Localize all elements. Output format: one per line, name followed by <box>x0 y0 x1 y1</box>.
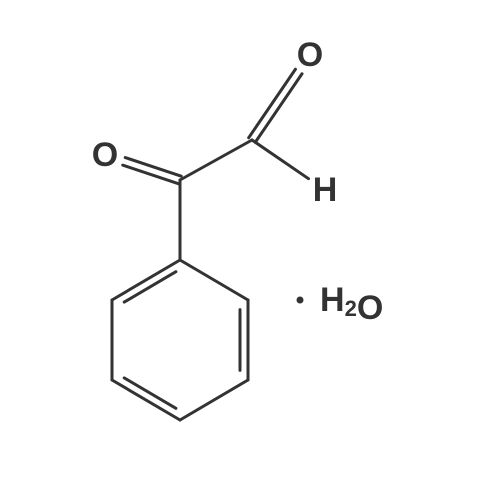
bond <box>180 140 252 180</box>
bond <box>255 74 302 142</box>
bond <box>180 380 248 420</box>
bond <box>180 260 248 300</box>
atom-label-o: O <box>92 136 118 174</box>
hydrate-formula: H2O <box>320 281 383 327</box>
bond <box>252 140 308 179</box>
atom-label-h: H <box>313 171 338 209</box>
bond <box>112 380 180 420</box>
hydrate-dot <box>297 297 304 304</box>
bond <box>249 69 296 137</box>
molecule-diagram: O O H H2O <box>0 0 500 500</box>
atom-label-o: O <box>297 36 323 74</box>
bond <box>125 158 181 177</box>
bond <box>112 260 180 300</box>
bond <box>123 165 179 184</box>
